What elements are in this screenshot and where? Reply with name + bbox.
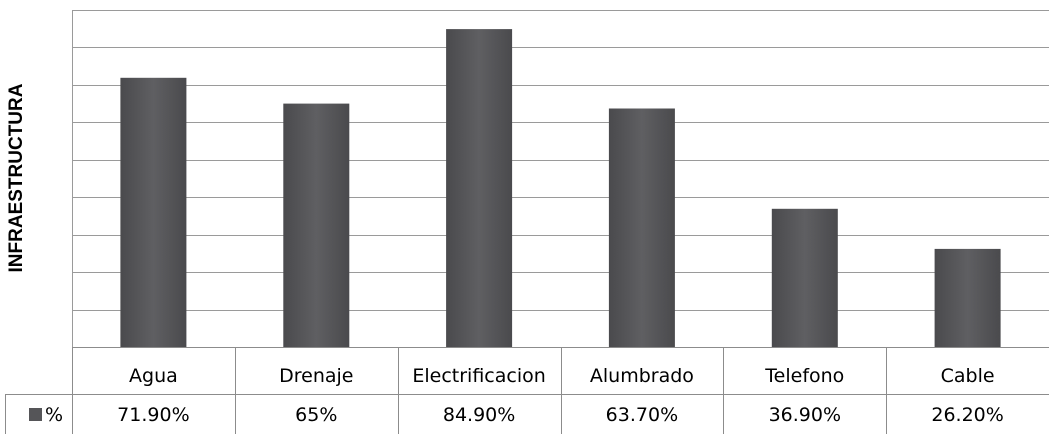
bar-cable <box>934 248 1001 347</box>
category-label: Drenaje <box>279 365 353 387</box>
category-label: Alumbrado <box>590 365 694 387</box>
category-label: Electrificacion <box>412 365 545 387</box>
data-value-label: 26.20% <box>931 404 1003 426</box>
gridlines <box>72 10 1049 348</box>
bar-drenaje <box>283 103 350 347</box>
category-label: Agua <box>129 365 178 387</box>
bar-electrificacion <box>446 29 513 347</box>
data-value-label: 36.90% <box>769 404 841 426</box>
data-value-label: 63.70% <box>606 404 678 426</box>
legend-swatch <box>29 408 42 421</box>
data-value-label: 65% <box>295 404 337 426</box>
series-name: % <box>45 404 63 426</box>
category-label: Cable <box>941 365 995 387</box>
data-value-label: 71.90% <box>117 404 189 426</box>
data-table: Agua Drenaje Electrificacion Alumbrado Telef… <box>5 347 1049 434</box>
category-label: Telefono <box>764 365 844 387</box>
bar-alumbrado <box>608 108 675 347</box>
bar-telefono <box>771 208 838 347</box>
data-value-label: 84.90% <box>443 404 515 426</box>
y-axis-label: INFRAESTRUCTURA <box>6 83 27 272</box>
bars <box>120 29 1001 348</box>
bar-agua <box>120 77 187 348</box>
